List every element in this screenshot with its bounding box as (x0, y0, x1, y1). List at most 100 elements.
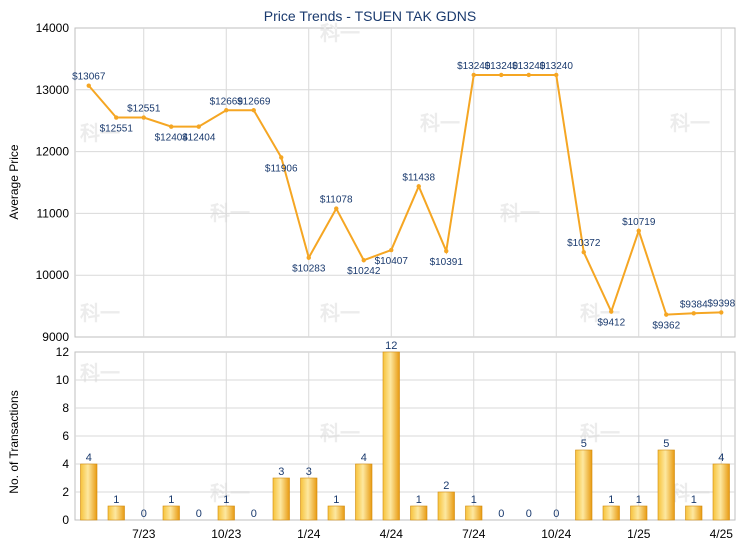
watermark-text: 科一 (670, 481, 710, 505)
price-point (499, 72, 504, 78)
transaction-bar-label: 1 (691, 494, 697, 506)
transactions-y-tick-label: 4 (62, 457, 69, 471)
price-y-tick-label: 9000 (42, 330, 69, 344)
watermark-text: 科一 (320, 301, 360, 325)
transaction-bar-label: 12 (385, 340, 397, 352)
x-tick-label: 10/23 (211, 527, 241, 541)
transaction-bar-label: 1 (416, 494, 422, 506)
transaction-bar (382, 351, 400, 521)
price-data-label: $13240 (457, 61, 491, 72)
watermark-text: 科一 (670, 111, 710, 135)
price-data-label: $13240 (540, 61, 574, 72)
price-point (279, 155, 284, 160)
price-data-label: $9384 (680, 299, 708, 310)
transaction-bar-label: 0 (251, 508, 257, 520)
transaction-bar-label: 2 (443, 480, 449, 492)
price-point (664, 312, 669, 317)
price-data-label: $13240 (512, 61, 546, 72)
price-point (361, 258, 366, 263)
transactions-y-tick-label: 6 (62, 429, 69, 443)
watermark-text: 科一 (420, 111, 460, 135)
transaction-bar-label: 3 (306, 466, 312, 478)
price-point (471, 72, 476, 78)
price-y-tick-label: 11000 (37, 206, 70, 220)
transactions-y-tick-label: 2 (62, 485, 69, 499)
transaction-bar (355, 463, 373, 521)
price-point (389, 247, 394, 253)
price-point (636, 228, 641, 233)
transaction-bar (300, 477, 318, 521)
transaction-bar (465, 505, 483, 521)
transaction-bar-label: 0 (498, 508, 504, 520)
price-data-label: $12404 (155, 133, 189, 144)
x-tick-label: 7/24 (462, 527, 486, 541)
price-point (691, 311, 696, 316)
transactions-y-tick-label: 10 (56, 373, 70, 387)
price-data-label: $12669 (237, 96, 271, 107)
transaction-bar (602, 505, 620, 521)
price-point (526, 72, 531, 78)
price-point (169, 124, 174, 129)
price-point (251, 108, 256, 113)
transaction-bar-label: 0 (553, 508, 559, 520)
price-y-tick-label: 10000 (36, 268, 70, 282)
price-point (224, 108, 229, 113)
price-point (609, 309, 614, 314)
transaction-bar-label: 0 (196, 508, 202, 520)
price-data-label: $11906 (265, 163, 298, 174)
price-point (581, 250, 586, 255)
price-data-label: $10242 (347, 266, 381, 277)
transaction-bar (685, 505, 703, 521)
watermark-text: 科一 (320, 421, 360, 445)
price-data-label: $12551 (100, 124, 134, 135)
price-data-label: $13067 (72, 72, 106, 83)
x-tick-label: 4/24 (380, 527, 404, 541)
price-data-label: $10391 (430, 257, 464, 268)
price-data-label: $10719 (622, 217, 656, 228)
x-tick-label: 4/25 (710, 527, 734, 541)
transaction-bar-label: 5 (663, 438, 669, 450)
watermark-text: 科一 (80, 361, 120, 385)
transaction-bar-label: 4 (361, 452, 367, 464)
price-point (306, 255, 311, 260)
price-point (196, 124, 201, 129)
transactions-y-tick-label: 0 (62, 513, 69, 527)
transaction-bar-label: 0 (141, 508, 147, 520)
price-point (416, 184, 421, 189)
price-series-line (87, 73, 722, 316)
transactions-y-tick-label: 8 (62, 401, 69, 415)
transaction-bar (410, 505, 428, 521)
price-point (444, 248, 449, 254)
price-point (554, 72, 559, 78)
price-y-axis-label: Average Price (7, 144, 21, 219)
x-tick-label: 7/23 (132, 527, 156, 541)
watermark-text: 科一 (80, 301, 120, 325)
transaction-bar-label: 0 (526, 508, 532, 520)
price-data-label: $13240 (485, 61, 519, 72)
price-data-label: $12404 (182, 133, 216, 144)
transaction-bar-label: 1 (471, 494, 477, 506)
transaction-bar (272, 477, 290, 521)
price-point (141, 115, 146, 120)
transaction-bar (217, 505, 235, 521)
price-point (334, 206, 339, 211)
price-data-label: $10407 (375, 256, 409, 267)
transaction-bar (575, 449, 593, 521)
watermark-text: 科一 (210, 481, 250, 505)
price-point (719, 310, 724, 315)
transaction-bar (162, 505, 180, 521)
watermark-text: 科一 (80, 121, 120, 145)
price-data-label: $11078 (320, 195, 353, 206)
price-data-label: $12669 (210, 96, 244, 107)
transaction-bar-label: 5 (581, 438, 587, 450)
transaction-bar-label: 3 (278, 466, 284, 478)
transaction-bar-label: 1 (113, 494, 119, 506)
price-y-tick-label: 12000 (36, 145, 70, 159)
x-tick-label: 10/24 (541, 527, 571, 541)
transaction-bar-label: 1 (223, 494, 229, 506)
transaction-bar (657, 449, 675, 521)
transaction-bar (437, 491, 455, 521)
transaction-bar (630, 505, 648, 521)
